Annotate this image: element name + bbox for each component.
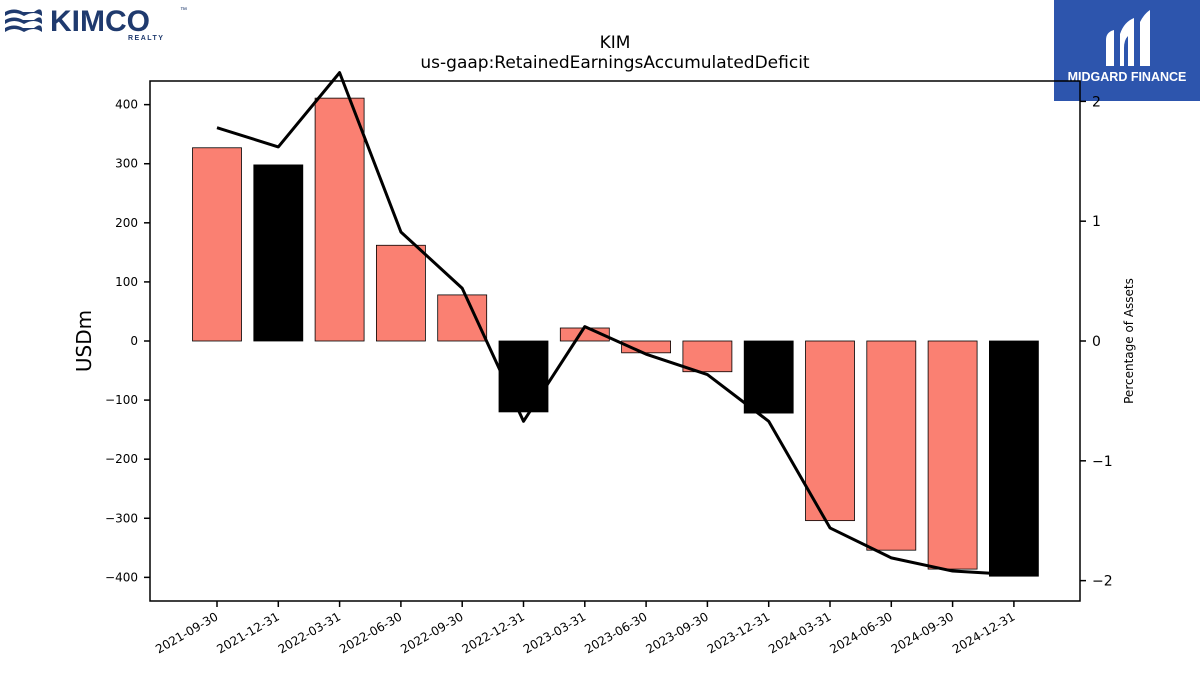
x-tick-label: 2021-09-30 <box>153 609 220 656</box>
x-tick-label: 2024-12-31 <box>950 609 1017 656</box>
logo-trademark: ™ <box>180 7 187 14</box>
y2-axis-label: Percentage of Assets <box>1122 278 1136 404</box>
bar-2021-12-31 <box>253 164 304 342</box>
y-tick-label: −100 <box>105 393 138 407</box>
percentage-line <box>216 71 1014 577</box>
bar-2024-12-31 <box>989 340 1039 577</box>
y-tick-label: 200 <box>115 216 138 230</box>
bar-2021-09-30 <box>192 147 242 342</box>
x-tick-label: 2022-09-30 <box>398 609 465 656</box>
midgard-mark-icon <box>1106 10 1150 66</box>
y-axis-left: −400 −300 −200 −100 0 100 200 300 400 <box>105 98 150 584</box>
kimco-mark-icon <box>5 9 42 32</box>
y-tick-label: −300 <box>105 511 138 525</box>
plot-frame <box>149 80 1081 602</box>
midgard-logo-text: MIDGARD FINANCE <box>1068 70 1187 84</box>
x-tick-label: 2023-12-31 <box>705 609 772 656</box>
y-tick-label: 300 <box>115 157 138 171</box>
x-tick-label: 2024-03-31 <box>766 609 833 656</box>
y-axis-right: −2 −1 0 1 2 <box>1080 94 1113 590</box>
bar-2023-09-30 <box>682 340 733 373</box>
y2-tick-label: 2 <box>1092 94 1101 110</box>
y-axis-label: USDm <box>72 310 96 372</box>
bar-2022-12-31 <box>498 340 549 413</box>
y-tick-label: −200 <box>105 452 138 466</box>
logo-wordmark: KIMCO <box>50 5 150 38</box>
logo-subtext: REALTY <box>128 35 164 42</box>
bar-2022-03-31 <box>314 97 365 342</box>
x-tick-label: 2023-09-30 <box>643 609 710 656</box>
x-tick-label: 2024-06-30 <box>827 609 894 656</box>
y2-tick-label: −1 <box>1092 454 1113 470</box>
x-tick-label: 2022-03-31 <box>276 609 343 656</box>
x-tick-label: 2022-12-31 <box>460 609 527 656</box>
bar-2023-12-31 <box>743 340 794 414</box>
x-axis: 2021-09-302021-12-312022-03-312022-06-30… <box>153 601 1017 656</box>
line-series <box>216 71 1015 577</box>
bar-2024-03-31 <box>805 340 855 522</box>
kimco-logo: KIMCO ™ REALTY <box>4 2 194 44</box>
bar-2022-06-30 <box>375 244 426 342</box>
y-tick-label: 400 <box>115 98 138 112</box>
chart-title: KIM <box>600 33 631 53</box>
x-tick-label: 2024-09-30 <box>889 609 956 656</box>
midgard-finance-logo: MIDGARD FINANCE <box>1054 0 1200 101</box>
bar-series <box>192 97 1039 577</box>
x-tick-label: 2022-06-30 <box>337 609 404 656</box>
bar-2024-06-30 <box>866 340 917 551</box>
y-tick-label: 100 <box>115 275 138 289</box>
y2-tick-label: 1 <box>1092 214 1101 230</box>
y-tick-label: −400 <box>105 570 138 584</box>
bar-2022-09-30 <box>437 294 488 342</box>
y2-tick-label: 0 <box>1092 334 1101 350</box>
y-tick-label: 0 <box>130 334 138 348</box>
y2-tick-label: −2 <box>1092 574 1113 590</box>
x-tick-label: 2023-03-31 <box>521 609 588 656</box>
bar-2024-09-30 <box>927 340 978 570</box>
chart-subtitle: us-gaap:RetainedEarningsAccumulatedDefic… <box>420 53 810 73</box>
x-tick-label: 2021-12-31 <box>214 609 281 656</box>
x-tick-label: 2023-06-30 <box>582 609 649 656</box>
